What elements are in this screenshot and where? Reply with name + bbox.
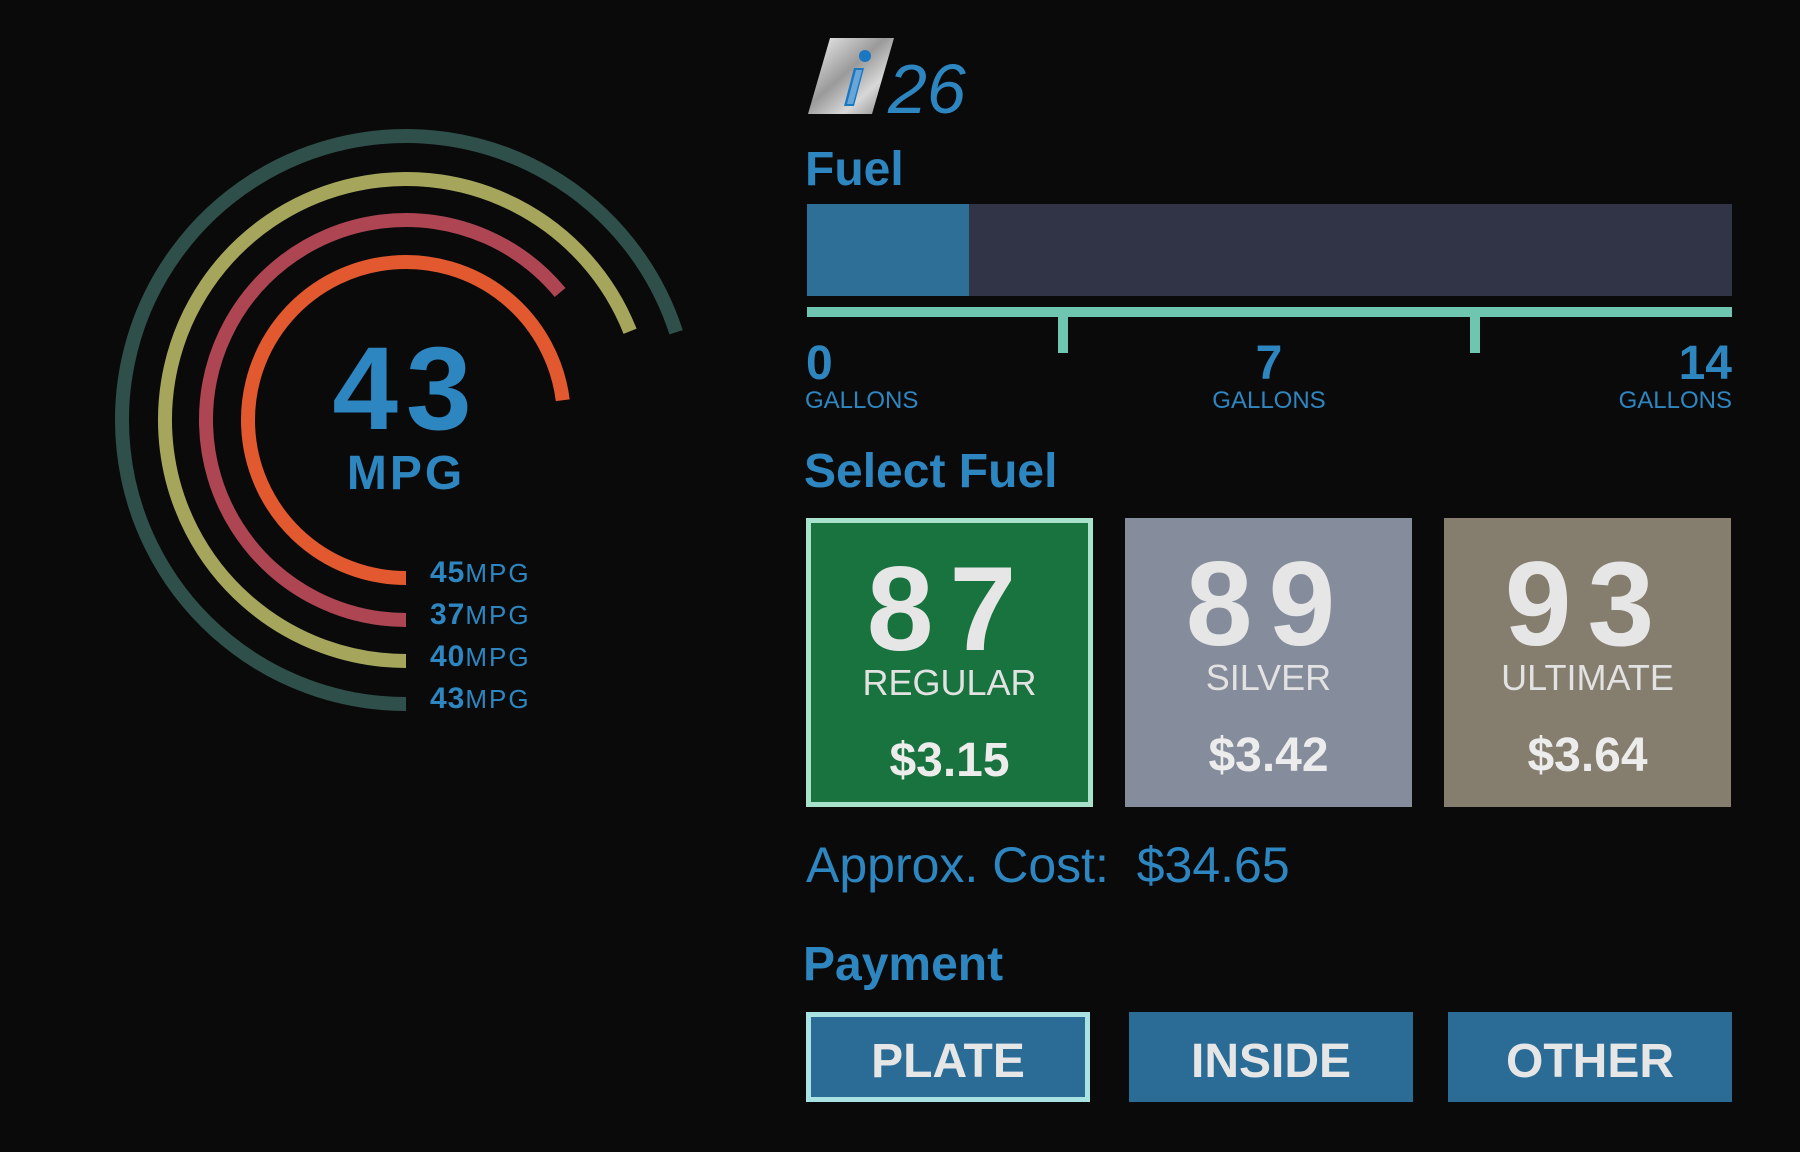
scale-unit-mid: GALLONS (1212, 387, 1326, 414)
ring-label-value: 45 (430, 556, 466, 589)
gauge-ring-4 (115, 129, 683, 711)
ring-label-value: 43 (430, 682, 466, 715)
ring-label-2: 37MPG (430, 600, 531, 630)
gauge-current-value: 43 (332, 323, 480, 455)
payment-title: Payment (803, 938, 1004, 991)
fuel-grade-name: SILVER (1205, 657, 1332, 698)
scale-unit-min: GALLONS (805, 387, 919, 414)
brand-logo-icon (808, 36, 894, 116)
select-fuel-title: Select Fuel (804, 445, 1058, 498)
ring-label-3: 40MPG (430, 642, 531, 672)
ring-label-4: 43MPG (430, 684, 531, 714)
scale-label-min: 0 (806, 337, 833, 390)
ring-label-unit: MPG (465, 558, 531, 588)
ring-label-1: 45MPG (430, 558, 531, 588)
payment-other-button[interactable]: OTHER (1448, 1012, 1732, 1102)
fuel-scale-tick (1058, 307, 1068, 353)
fuel-level-bar (807, 204, 1732, 296)
fuel-price: $3.15 (889, 734, 1010, 787)
fuel-price: $3.64 (1527, 729, 1648, 782)
approx-cost-label: Approx. Cost: (806, 837, 1109, 893)
fuel-title: Fuel (805, 143, 904, 196)
station-number: 26 (888, 50, 966, 128)
gauge-ring-3 (158, 172, 637, 668)
fuel-grade: 93 (1504, 537, 1671, 671)
fuel-level-fill (807, 204, 969, 296)
gauge-ring-2 (199, 213, 566, 627)
gauge-current-unit: MPG (346, 447, 466, 500)
fuel-scale-tick (1470, 307, 1480, 353)
fuel-grade-name: REGULAR (862, 662, 1037, 703)
scale-label-max: 14 (1678, 337, 1732, 390)
fuel-grade: 87 (866, 542, 1033, 676)
fuel-price: $3.42 (1208, 729, 1329, 782)
payment-inside-button[interactable]: INSIDE (1129, 1012, 1413, 1102)
fuel-option-silver[interactable]: 89 SILVER $3.42 (1125, 518, 1412, 807)
payment-plate-button[interactable]: PLATE (806, 1012, 1090, 1102)
ring-label-unit: MPG (465, 684, 531, 714)
ring-label-value: 37 (430, 598, 466, 631)
approx-cost: Approx. Cost: $34.65 (806, 840, 1290, 890)
fuel-grade-name: ULTIMATE (1501, 657, 1674, 698)
ring-label-unit: MPG (465, 600, 531, 630)
approx-cost-value: $34.65 (1136, 837, 1290, 893)
ring-label-unit: MPG (465, 642, 531, 672)
fuel-option-ultimate[interactable]: 93 ULTIMATE $3.64 (1444, 518, 1731, 807)
fuel-grade: 89 (1185, 537, 1352, 671)
ring-label-value: 40 (430, 640, 466, 673)
scale-unit-max: GALLONS (1618, 387, 1732, 414)
scale-label-mid: 7 (1255, 337, 1283, 390)
fuel-option-regular[interactable]: 87 REGULAR $3.15 (806, 518, 1093, 807)
mpg-gauge (115, 129, 683, 711)
fuel-scale-line (807, 307, 1732, 317)
gauge-ring-1 (241, 255, 570, 585)
